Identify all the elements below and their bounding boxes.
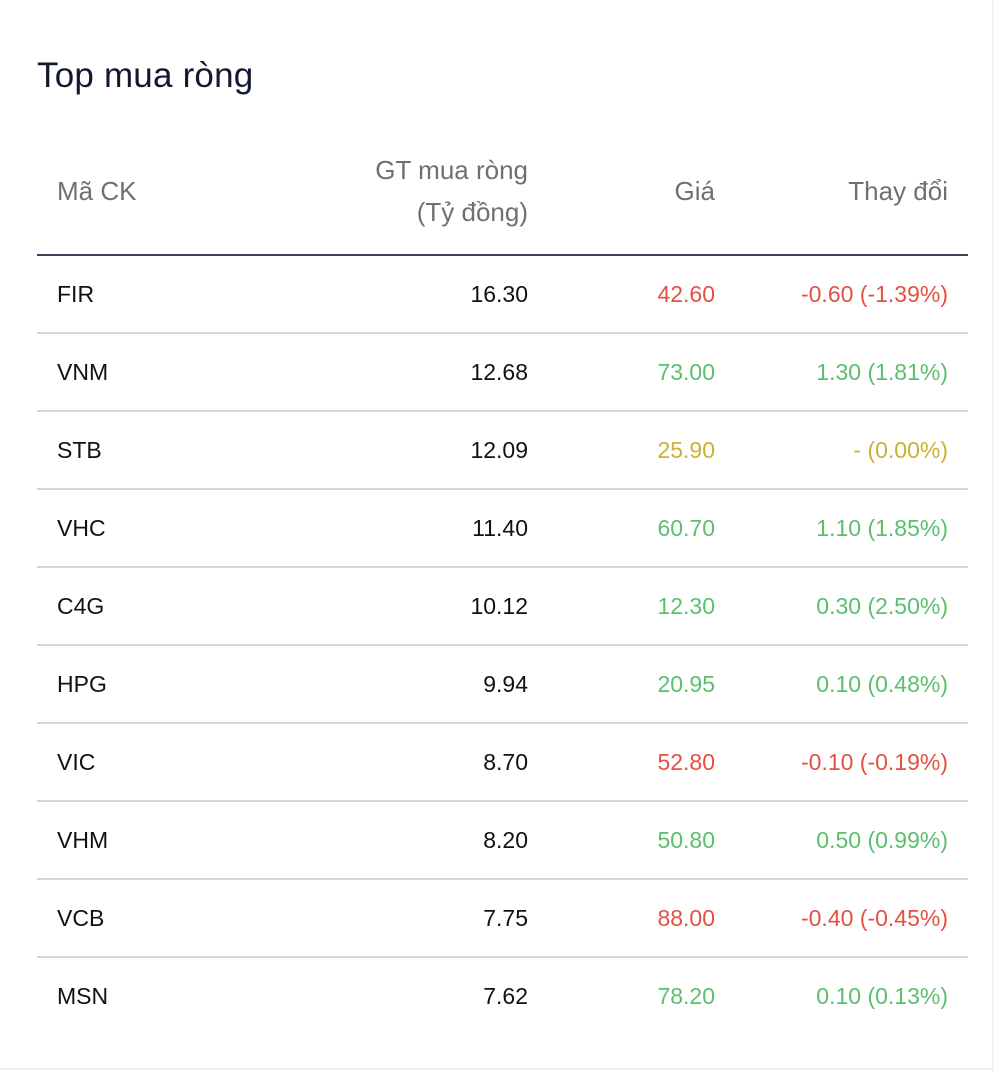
table-row[interactable]: VCB 7.75 88.00 -0.40 (-0.45%) <box>37 880 968 958</box>
table-body: FIR 16.30 42.60 -0.60 (-1.39%) VNM 12.68… <box>37 256 968 1034</box>
price-change: -0.60 (-1.39%) <box>800 281 948 307</box>
net-buy-value: 10.12 <box>470 593 528 619</box>
table-row[interactable]: C4G 10.12 12.30 0.30 (2.50%) <box>37 568 968 646</box>
price: 60.70 <box>657 515 715 541</box>
table-header: Mã CK GT mua ròng (Tỷ đồng) Giá Thay đổi <box>37 140 968 256</box>
table-row[interactable]: VNM 12.68 73.00 1.30 (1.81%) <box>37 334 968 412</box>
price-change: -0.40 (-0.45%) <box>800 905 948 931</box>
table-row[interactable]: MSN 7.62 78.20 0.10 (0.13%) <box>37 958 968 1034</box>
price-change: 1.30 (1.81%) <box>816 359 948 385</box>
column-header-code: Mã CK <box>57 176 137 206</box>
price-change: 0.10 (0.13%) <box>816 983 948 1009</box>
net-buy-value: 7.75 <box>483 905 528 931</box>
table-row[interactable]: VHM 8.20 50.80 0.50 (0.99%) <box>37 802 968 880</box>
net-buy-value: 8.20 <box>483 827 528 853</box>
table-row[interactable]: FIR 16.30 42.60 -0.60 (-1.39%) <box>37 256 968 334</box>
table-row[interactable]: HPG 9.94 20.95 0.10 (0.48%) <box>37 646 968 724</box>
price: 73.00 <box>657 359 715 385</box>
price: 42.60 <box>657 281 715 307</box>
net-buy-value: 9.94 <box>483 671 528 697</box>
panel-right-edge <box>992 0 994 1072</box>
column-header-net-buy-value: GT mua ròng (Tỷ đồng) <box>268 149 528 233</box>
price: 78.20 <box>657 983 715 1009</box>
column-header-price: Giá <box>674 176 715 206</box>
price-change: 0.50 (0.99%) <box>816 827 948 853</box>
table-row[interactable]: STB 12.09 25.90 - (0.00%) <box>37 412 968 490</box>
table-row[interactable]: VHC 11.40 60.70 1.10 (1.85%) <box>37 490 968 568</box>
stock-code[interactable]: VIC <box>57 749 96 775</box>
column-header-net-buy-value-line2: (Tỷ đồng) <box>416 197 528 227</box>
stock-code[interactable]: VNM <box>57 359 109 385</box>
price-change: 1.10 (1.85%) <box>816 515 948 541</box>
column-header-net-buy-value-line1: GT mua ròng <box>375 155 528 185</box>
price: 25.90 <box>657 437 715 463</box>
panel-bottom-divider <box>0 1068 994 1070</box>
price: 52.80 <box>657 749 715 775</box>
stock-code[interactable]: STB <box>57 437 102 463</box>
price: 88.00 <box>657 905 715 931</box>
table-row[interactable]: VIC 8.70 52.80 -0.10 (-0.19%) <box>37 724 968 802</box>
stock-code[interactable]: MSN <box>57 983 109 1009</box>
price-change: 0.10 (0.48%) <box>816 671 948 697</box>
net-buy-value: 11.40 <box>472 515 528 541</box>
stock-code[interactable]: VCB <box>57 905 105 931</box>
net-buy-value: 8.70 <box>483 749 528 775</box>
stock-code[interactable]: VHM <box>57 827 109 853</box>
stock-code[interactable]: VHC <box>57 515 106 541</box>
price: 12.30 <box>657 593 715 619</box>
stock-code[interactable]: HPG <box>57 671 107 697</box>
net-buy-table: Mã CK GT mua ròng (Tỷ đồng) Giá Thay đổi… <box>37 140 968 1034</box>
price-change: - (0.00%) <box>853 437 948 463</box>
net-buy-value: 12.09 <box>470 437 528 463</box>
price: 50.80 <box>657 827 715 853</box>
stock-code[interactable]: C4G <box>57 593 105 619</box>
net-buy-value: 16.30 <box>470 281 528 307</box>
price: 20.95 <box>657 671 715 697</box>
net-buy-value: 7.62 <box>483 983 528 1009</box>
column-header-change: Thay đổi <box>848 176 948 206</box>
panel-title: Top mua ròng <box>37 56 254 95</box>
price-change: 0.30 (2.50%) <box>816 593 948 619</box>
net-buy-value: 12.68 <box>470 359 528 385</box>
stock-code[interactable]: FIR <box>57 281 95 307</box>
price-change: -0.10 (-0.19%) <box>800 749 948 775</box>
